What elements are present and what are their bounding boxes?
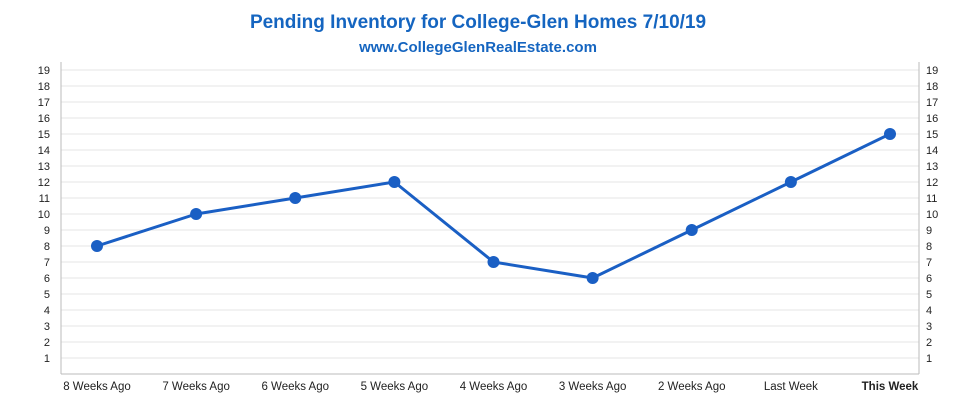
y-tick-right-13: 13 xyxy=(926,161,938,173)
y-tick-right-5: 5 xyxy=(926,289,932,301)
y-tick-left-7: 7 xyxy=(44,257,50,269)
series-layer xyxy=(91,128,896,284)
y-tick-left-15: 15 xyxy=(38,129,50,141)
y-tick-right-2: 2 xyxy=(926,337,932,349)
y-tick-right-16: 16 xyxy=(926,113,938,125)
y-tick-left-19: 19 xyxy=(38,65,50,77)
y-tick-left-9: 9 xyxy=(44,225,50,237)
chart-subtitle: www.CollegeGlenRealEstate.com xyxy=(358,39,597,56)
data-point-8 xyxy=(884,128,896,140)
y-tick-right-14: 14 xyxy=(926,145,938,157)
y-tick-right-17: 17 xyxy=(926,97,938,109)
x-tick-label-1: 7 Weeks Ago xyxy=(162,381,230,393)
y-tick-right-15: 15 xyxy=(926,129,938,141)
y-tick-left-13: 13 xyxy=(38,161,50,173)
y-tick-right-1: 1 xyxy=(926,353,932,365)
axes xyxy=(60,62,920,375)
chart-title: Pending Inventory for College-Glen Homes… xyxy=(250,12,706,33)
y-tick-left-17: 17 xyxy=(38,97,50,109)
y-tick-right-10: 10 xyxy=(926,209,938,221)
x-tick-label-3: 5 Weeks Ago xyxy=(361,381,429,393)
data-point-2 xyxy=(289,192,302,204)
data-point-3 xyxy=(388,176,401,188)
y-tick-left-12: 12 xyxy=(38,177,50,189)
y-tick-right-3: 3 xyxy=(926,321,932,333)
data-point-4 xyxy=(487,256,500,268)
y-tick-right-12: 12 xyxy=(926,177,938,189)
y-tick-right-11: 11 xyxy=(926,193,937,205)
y-tick-left-10: 10 xyxy=(38,209,50,221)
y-tick-left-4: 4 xyxy=(44,305,50,317)
y-tick-left-8: 8 xyxy=(44,241,50,253)
grid-lines xyxy=(61,69,919,359)
y-tick-left-6: 6 xyxy=(44,273,50,285)
y-tick-left-16: 16 xyxy=(38,113,50,125)
data-point-0 xyxy=(91,240,103,252)
data-point-6 xyxy=(685,224,698,236)
y-tick-left-3: 3 xyxy=(44,321,50,333)
y-tick-right-19: 19 xyxy=(926,65,938,77)
data-point-5 xyxy=(586,272,599,284)
x-tick-label-5: 3 Weeks Ago xyxy=(559,381,627,393)
x-tick-label-7: Last Week xyxy=(764,381,818,393)
y-tick-left-11: 11 xyxy=(39,193,50,205)
x-tick-label-8: This Week xyxy=(862,381,919,393)
x-axis: 8 Weeks Ago 7 Weeks Ago 6 Weeks Ago 5 Weeks… xyxy=(63,381,919,393)
y-tick-right-8: 8 xyxy=(926,241,932,253)
y-tick-right-18: 18 xyxy=(926,81,938,93)
y-tick-left-18: 18 xyxy=(38,81,50,93)
y-tick-right-6: 6 xyxy=(926,273,932,285)
x-tick-label-2: 6 Weeks Ago xyxy=(261,381,329,393)
y-tick-right-4: 4 xyxy=(926,305,932,317)
data-point-1 xyxy=(190,208,203,220)
data-point-7 xyxy=(784,176,797,188)
y-tick-left-14: 14 xyxy=(38,145,50,157)
x-tick-label-0: 8 Weeks Ago xyxy=(63,381,131,393)
y-tick-right-9: 9 xyxy=(926,225,932,237)
y-tick-left-2: 2 xyxy=(44,337,50,349)
y-tick-left-5: 5 xyxy=(44,289,50,301)
x-tick-label-6: 2 Weeks Ago xyxy=(658,381,726,393)
y-tick-right-7: 7 xyxy=(926,257,932,269)
y-tick-left-1: 1 xyxy=(44,353,50,365)
x-tick-label-4: 4 Weeks Ago xyxy=(460,381,528,393)
